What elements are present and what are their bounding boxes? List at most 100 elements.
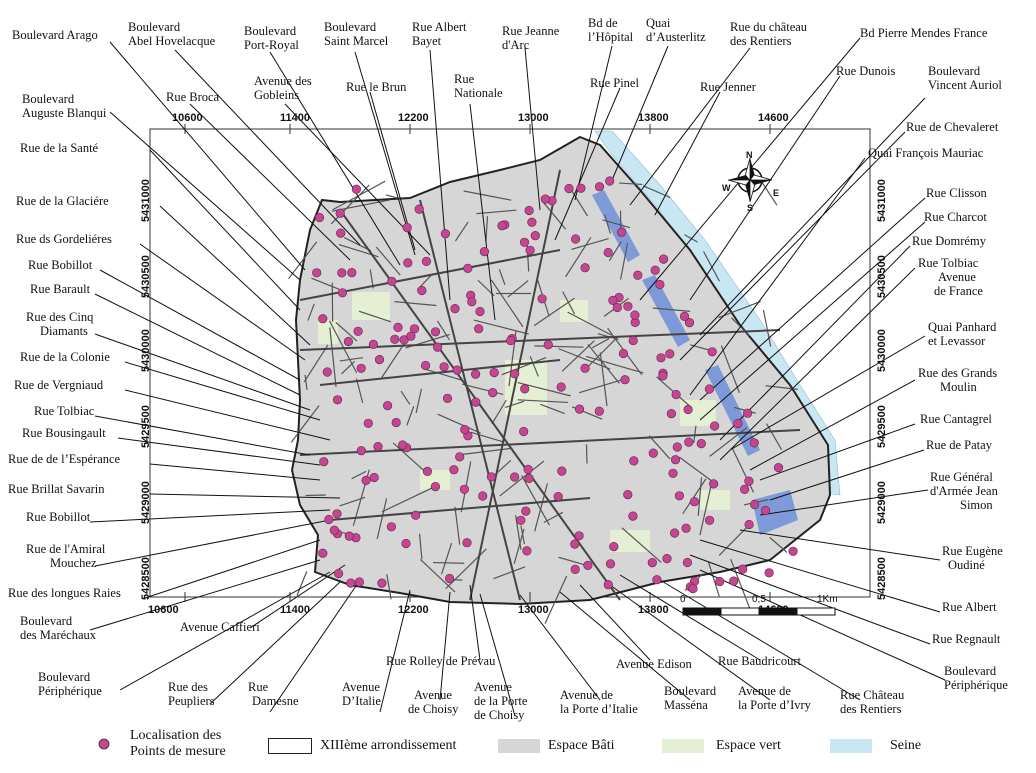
measurement-point (665, 349, 675, 359)
leader-line (519, 594, 601, 701)
road-segment (760, 180, 778, 206)
road-segment (385, 194, 402, 200)
measurement-point (670, 455, 681, 465)
road-segment (533, 297, 575, 327)
measurement-point (709, 421, 720, 431)
coord-left-6: 5428500 (140, 557, 152, 600)
label-rue-le-brun: Rue le Brun (346, 80, 407, 94)
road-segment (544, 575, 568, 624)
measurement-point (459, 484, 470, 494)
leader-line (719, 267, 916, 461)
measurement-point (684, 318, 695, 328)
measurement-point (682, 557, 693, 568)
label-rue-baudricourt: Rue Baudricourt (718, 654, 801, 668)
road-segment (454, 221, 469, 242)
road-segment (418, 533, 423, 560)
leader-line (144, 539, 321, 599)
leader-line (559, 591, 691, 701)
measurement-point (506, 335, 516, 346)
measurement-point (668, 468, 678, 478)
boulevard-line (339, 209, 621, 601)
scale-bar (682, 607, 836, 616)
road-segment (307, 303, 315, 321)
road-segment (697, 477, 703, 516)
leader-line (439, 591, 451, 701)
road-segment (355, 378, 364, 404)
label-rue-vergniaud: Rue de Vergniaud (14, 378, 104, 392)
road-segment (699, 480, 713, 536)
measurement-point (445, 573, 455, 584)
measurement-point (684, 437, 694, 447)
scale-mid: 0,5 (752, 594, 766, 605)
measurement-point (439, 362, 449, 372)
measurement-point (417, 285, 427, 296)
measurement-point (422, 466, 433, 477)
measurement-point (489, 368, 499, 378)
measurement-point (580, 263, 590, 273)
measurement-point (361, 475, 371, 486)
measurement-point (460, 425, 470, 435)
measurement-point (351, 184, 362, 194)
measurement-point (334, 568, 344, 579)
measurement-point (628, 511, 638, 521)
measurement-point (628, 335, 638, 346)
leader-line (689, 554, 931, 645)
label-rue-brillat-savarin: Rue Brillat Savarin (8, 482, 105, 496)
measurement-points (312, 176, 798, 594)
road-segment (603, 214, 612, 234)
boulevard-line (299, 429, 801, 456)
measurement-point (523, 464, 533, 475)
coord-top-4: 13000 (518, 112, 549, 124)
label-bd-pierre-mendes-france: Bd Pierre Mendes France (860, 26, 988, 40)
measurement-point (576, 183, 586, 193)
leader-line (269, 579, 361, 713)
coord-bottom-6: 14600 (758, 604, 789, 616)
label-rue-general-jean-simon: Rue Général d'Armée Jean Simon (930, 470, 998, 512)
measurement-point (373, 442, 383, 452)
label-quai-francois-mauriac: Quai François Mauriac (868, 146, 984, 160)
compass-w: W (722, 183, 731, 193)
leader-line (689, 157, 866, 396)
coord-right-1: 5431000 (876, 179, 888, 222)
measurement-point (411, 510, 421, 520)
road-segment (305, 494, 326, 497)
road-segment (304, 374, 308, 390)
measurement-point (524, 205, 534, 216)
road-segment (433, 561, 465, 564)
road-segment (521, 475, 550, 526)
road-segment (621, 527, 662, 563)
measurement-point (471, 369, 481, 379)
measurement-point (449, 465, 459, 475)
measurement-point (391, 417, 401, 428)
measurement-point (612, 302, 622, 313)
road-segment (652, 307, 691, 312)
measurement-point (594, 182, 605, 192)
label-rue-charcot: Rue Charcot (924, 210, 987, 224)
coord-top-6: 14600 (758, 112, 789, 124)
measurement-point (346, 578, 356, 588)
coord-right-2: 5430500 (876, 255, 888, 298)
measurement-point (524, 473, 534, 484)
measurement-point (497, 221, 507, 231)
leader-line (689, 75, 841, 301)
leader-line (469, 103, 496, 321)
measurement-point (729, 576, 739, 586)
leader-line (159, 205, 311, 346)
road-segment (493, 566, 526, 580)
measurement-point (474, 324, 484, 334)
measurement-point (570, 564, 580, 575)
measurement-point (669, 528, 680, 538)
measurement-point (521, 506, 531, 516)
road-segment (470, 431, 505, 443)
road-segment (358, 310, 392, 323)
measurement-point (430, 327, 441, 337)
measurement-point (679, 311, 690, 322)
leader-line (759, 489, 929, 516)
road-segment (702, 251, 720, 282)
label-rue-gordelieres: Rue ds Gordeliéres (16, 232, 112, 246)
measurement-point (674, 491, 685, 501)
leader-line (94, 519, 331, 567)
leader-line (94, 333, 311, 411)
leader-line (149, 149, 301, 311)
